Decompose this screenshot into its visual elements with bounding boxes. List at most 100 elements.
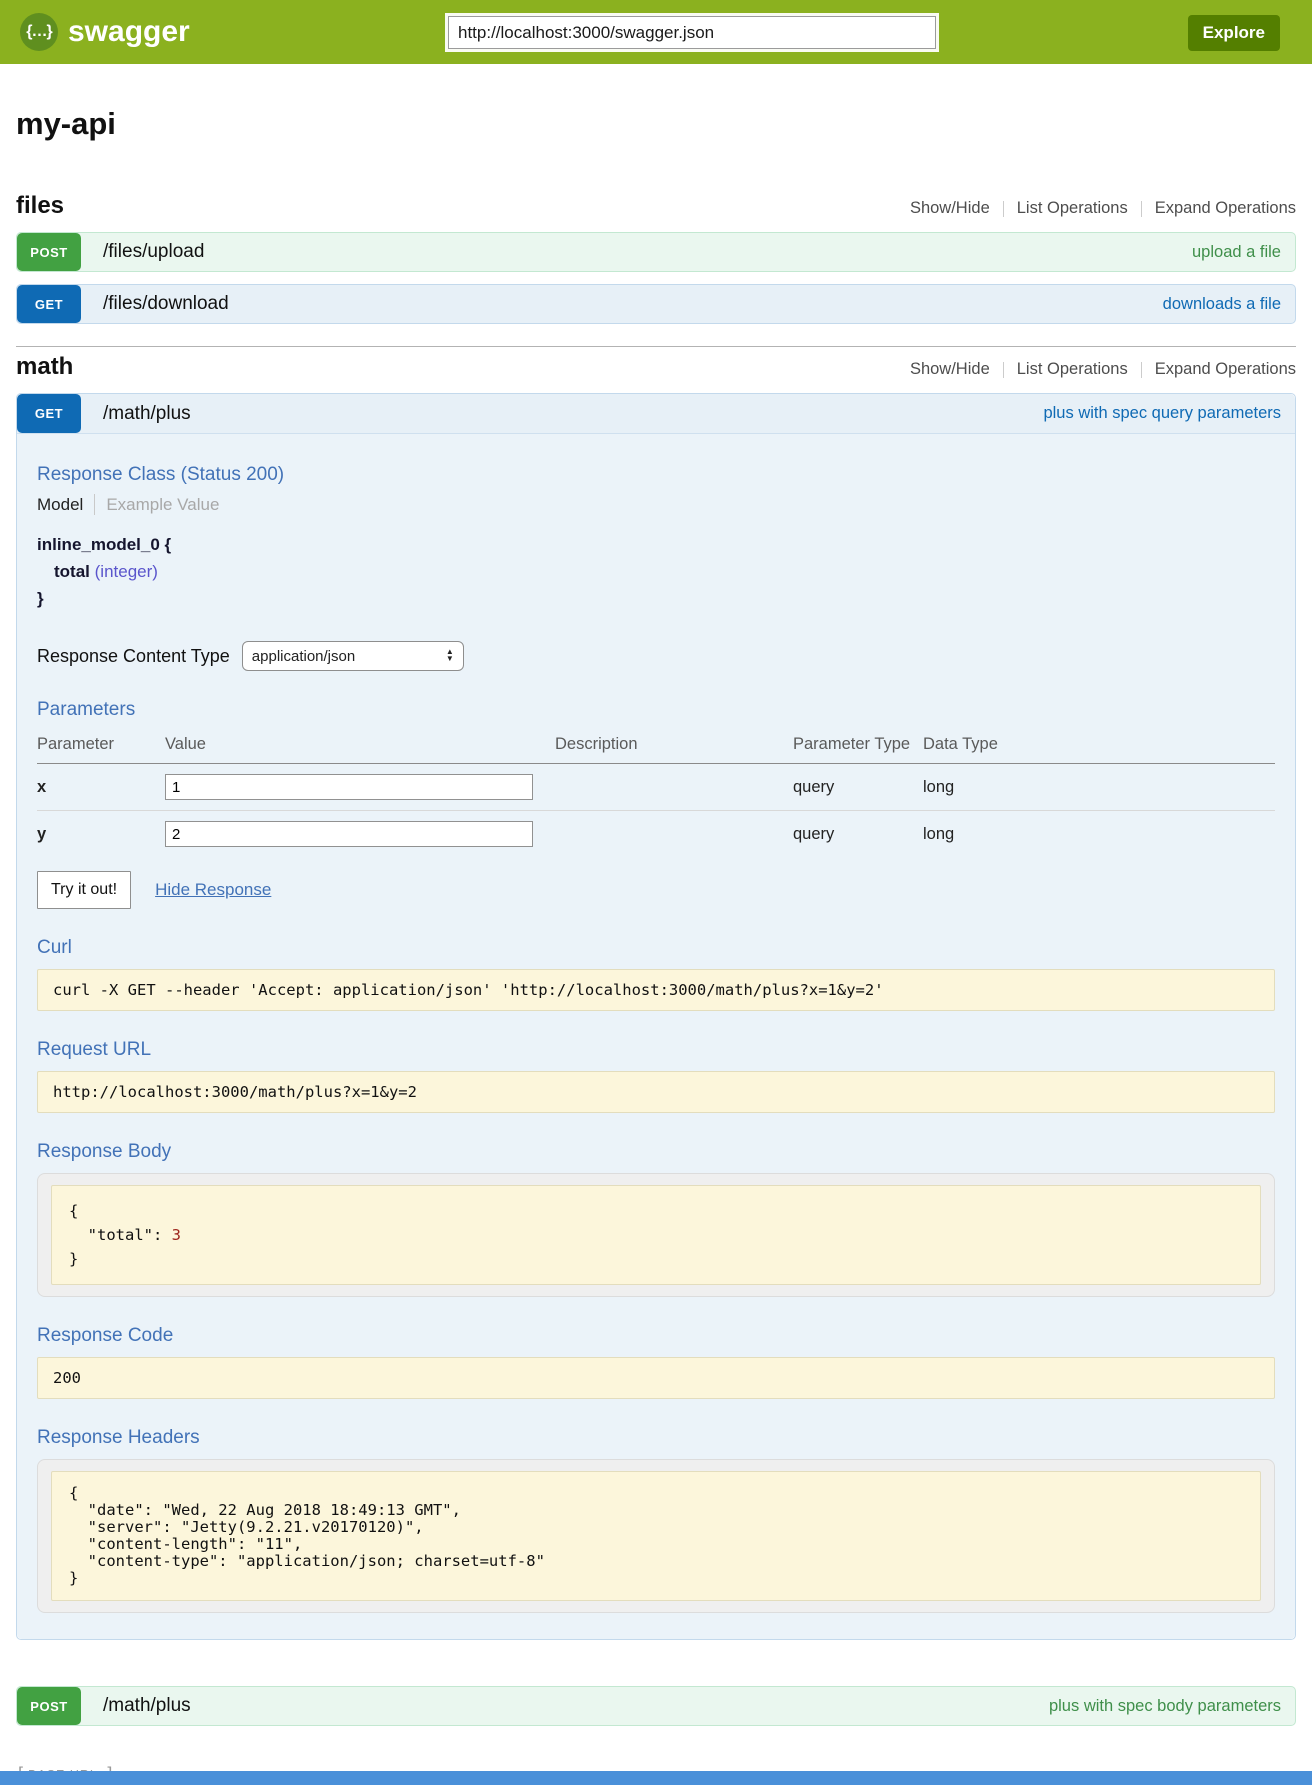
operation-path[interactable]: /files/upload <box>103 241 205 262</box>
tab-example-value[interactable]: Example Value <box>106 494 220 514</box>
section-divider <box>16 346 1296 347</box>
parameters-table: Parameter Value Description Parameter Ty… <box>37 729 1275 857</box>
curl-heading: Curl <box>37 937 72 958</box>
get-method-badge: GET <box>17 394 81 433</box>
explore-button[interactable]: Explore <box>1187 15 1280 51</box>
swagger-logo[interactable]: {…} swagger <box>20 13 190 51</box>
json-open-brace: { <box>69 1202 79 1220</box>
json-close-brace: } <box>69 1250 79 1269</box>
expand-operations-link[interactable]: Expand Operations <box>1154 360 1296 378</box>
model-tabs: Model Example Value <box>37 494 1275 515</box>
column-header-parameter: Parameter <box>37 729 165 764</box>
parameters-heading: Parameters <box>37 699 136 720</box>
get-method-badge: GET <box>17 285 81 323</box>
control-separator <box>1002 361 1004 378</box>
swagger-logo-icon: {…} <box>20 13 58 51</box>
parameter-type: query <box>793 763 923 811</box>
response-headers-line: "server": "Jetty(9.2.21.v20170120)", <box>69 1518 424 1537</box>
api-url-input[interactable] <box>448 16 936 49</box>
math-section-controls: Show/Hide List Operations Expand Operati… <box>910 360 1296 379</box>
parameter-value-input-x[interactable] <box>165 774 533 800</box>
json-key: "total": <box>69 1226 172 1245</box>
section-heading-files: files <box>16 192 65 219</box>
model-property-name: total <box>54 562 90 581</box>
response-headers-line: { <box>69 1484 79 1503</box>
curl-command-box: curl -X GET --header 'Accept: applicatio… <box>37 969 1275 1011</box>
response-headers-line: "content-length": "11", <box>69 1535 303 1554</box>
response-headers-line: } <box>69 1569 79 1588</box>
operation-row-get-files-download[interactable]: GET /files/download downloads a file <box>16 284 1296 324</box>
parameter-value-input-y[interactable] <box>165 821 533 847</box>
column-header-value: Value <box>165 729 555 764</box>
response-code-heading: Response Code <box>37 1325 174 1347</box>
model-name: inline_model_0 { <box>37 535 172 554</box>
operation-summary-link[interactable]: plus with spec body parameters <box>1048 1696 1281 1715</box>
parameter-type: query <box>793 824 835 843</box>
parameter-row-y: y query long <box>37 811 1275 858</box>
column-header-data-type: Data Type <box>923 729 1275 764</box>
math-section-header: math Show/Hide List Operations Expand Op… <box>16 353 1296 381</box>
parameter-description <box>555 811 793 858</box>
control-separator <box>1140 361 1142 378</box>
operation-detail-panel: Response Class (Status 200) Model Exampl… <box>17 434 1295 1640</box>
parameter-description <box>555 763 793 811</box>
operation-row-post-files-upload[interactable]: POST /files/upload upload a file <box>16 232 1296 272</box>
tab-model[interactable]: Model <box>37 494 84 514</box>
operation-path[interactable]: /math/plus <box>103 402 191 424</box>
operation-summary-link[interactable]: upload a file <box>1192 242 1281 261</box>
response-class-heading: Response Class (Status 200) <box>37 464 285 485</box>
parameters-table-header-row: Parameter Value Description Parameter Ty… <box>37 729 1275 764</box>
response-body-heading: Response Body <box>37 1141 172 1162</box>
column-header-description: Description <box>555 729 793 764</box>
hide-response-link[interactable]: Hide Response <box>155 880 272 899</box>
json-value: 3 <box>171 1226 181 1245</box>
post-method-badge: POST <box>17 1687 81 1726</box>
tab-separator <box>94 494 96 515</box>
model-property-row: total (integer) <box>54 562 1275 582</box>
model-definition: inline_model_0 { total (integer) } <box>37 535 1275 609</box>
model-close-brace: } <box>37 589 44 608</box>
operation-row-post-math-plus[interactable]: POST /math/plus plus with spec body para… <box>16 1686 1296 1727</box>
control-separator <box>1002 200 1004 217</box>
chevron-updown-icon: ▲ ▼ <box>445 647 454 663</box>
operation-summary-link[interactable]: downloads a file <box>1162 294 1281 313</box>
json-total-line: "total": 3 <box>69 1223 1243 1247</box>
try-it-out-row: Try it out! Hide Response <box>37 871 1275 909</box>
show-hide-link[interactable]: Show/Hide <box>909 360 990 378</box>
column-header-parameter-type: Parameter Type <box>793 729 923 764</box>
response-body-wrapper: { "total": 3 } <box>37 1173 1275 1298</box>
show-hide-link[interactable]: Show/Hide <box>909 199 990 217</box>
swagger-header: {…} swagger Explore <box>0 0 1312 64</box>
expand-operations-link[interactable]: Expand Operations <box>1154 199 1296 217</box>
operation-path[interactable]: /files/download <box>103 293 229 314</box>
list-operations-link[interactable]: List Operations <box>1016 360 1128 378</box>
response-content-type-row: Response Content Type application/json ▲… <box>37 641 1275 671</box>
operation-path[interactable]: /math/plus <box>103 1695 191 1717</box>
operation-summary-link[interactable]: plus with spec query parameters <box>1043 404 1281 422</box>
parameter-data-type: long <box>923 824 955 843</box>
try-it-out-button[interactable]: Try it out! <box>37 871 132 909</box>
post-method-badge: POST <box>17 233 81 271</box>
response-headers-box: { "date": "Wed, 22 Aug 2018 18:49:13 GMT… <box>51 1471 1261 1602</box>
operation-expanded-get-math-plus: GET /math/plus plus with spec query para… <box>16 393 1296 1641</box>
response-content-type-label: Response Content Type <box>37 645 230 666</box>
swagger-logo-text: swagger <box>68 15 190 48</box>
section-heading-math: math <box>16 353 74 380</box>
response-headers-line: "date": "Wed, 22 Aug 2018 18:49:13 GMT", <box>69 1501 461 1520</box>
main-content: my-api files Show/Hide List Operations E… <box>0 106 1312 1785</box>
request-url-box: http://localhost:3000/math/plus?x=1&y=2 <box>37 1071 1275 1113</box>
control-separator <box>1140 200 1142 217</box>
response-code-box: 200 <box>37 1357 1275 1400</box>
operation-row-get-math-plus[interactable]: GET /math/plus plus with spec query para… <box>17 394 1295 434</box>
response-headers-heading: Response Headers <box>37 1427 200 1449</box>
parameter-name: y <box>37 824 47 843</box>
bottom-blue-bar <box>0 1771 1312 1785</box>
parameter-row-x: x query long <box>37 763 1275 811</box>
files-section-header: files Show/Hide List Operations Expand O… <box>16 192 1296 220</box>
list-operations-link[interactable]: List Operations <box>1016 199 1128 217</box>
response-body-box: { "total": 3 } <box>51 1185 1261 1286</box>
page-title: my-api <box>16 106 116 141</box>
model-property-type: (integer) <box>94 562 158 581</box>
response-content-type-select[interactable]: application/json ▲ ▼ <box>241 641 464 671</box>
response-headers-wrapper: { "date": "Wed, 22 Aug 2018 18:49:13 GMT… <box>37 1459 1275 1614</box>
